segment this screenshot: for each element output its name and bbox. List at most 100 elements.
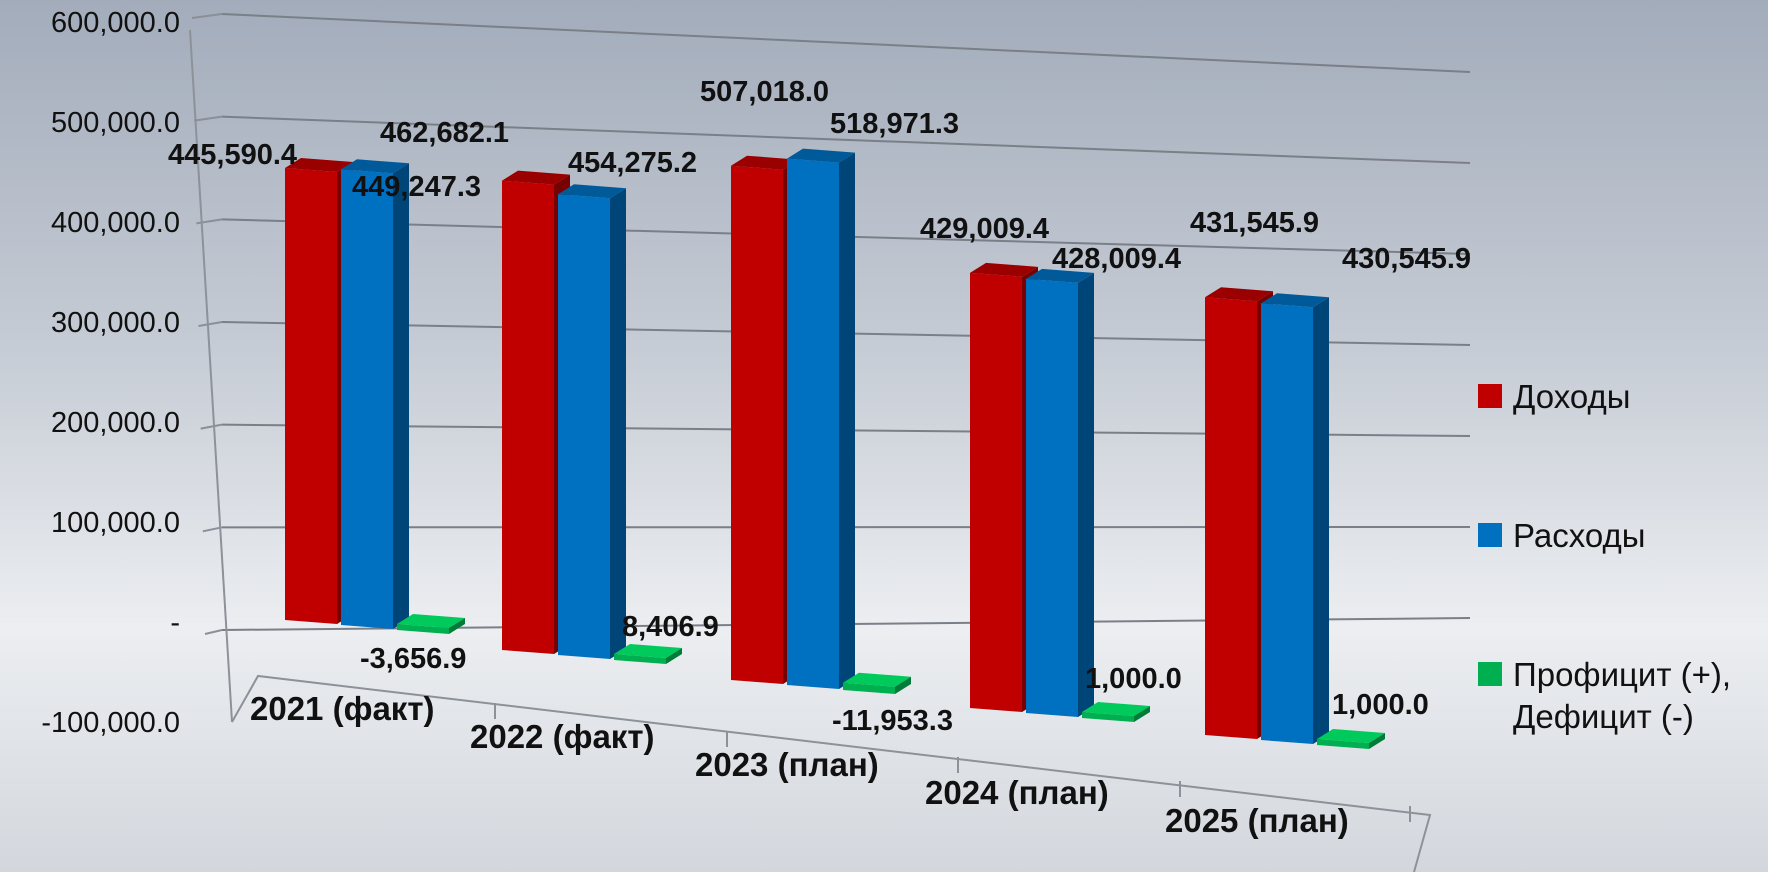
x-tick-label: 2022 (факт)	[470, 718, 654, 755]
bar	[1026, 268, 1094, 717]
bar-side	[1313, 297, 1329, 744]
bar-top	[1205, 287, 1273, 302]
bar-side	[895, 676, 911, 694]
y-tick-label: 300,000.0	[51, 307, 180, 339]
legend-item: Доходы	[1478, 378, 1630, 415]
data-label: 431,545.9	[1190, 207, 1319, 239]
chart-data-labels: 445,590.4 462,682.1 507,018.0 429,009.4 431,…	[168, 76, 1471, 737]
bar	[614, 644, 682, 664]
bar-front	[285, 168, 337, 624]
legend-item: Профицит (+), Дефицит (-)	[1478, 656, 1731, 735]
bar-front	[558, 194, 610, 659]
bar-top	[341, 159, 409, 174]
data-label: 428,009.4	[1052, 243, 1181, 275]
legend-item: Расходы	[1478, 517, 1646, 554]
y-axis-line	[189, 29, 233, 723]
chart-bars	[285, 148, 1385, 749]
bar-top	[970, 262, 1038, 277]
bar-side	[1078, 272, 1094, 717]
bar	[787, 148, 855, 690]
bar-front	[731, 165, 783, 685]
data-label: 454,275.2	[568, 147, 697, 179]
bar	[558, 184, 626, 659]
bar	[843, 672, 911, 694]
data-label: 449,247.3	[352, 171, 481, 203]
y-tick-label: -100,000.0	[41, 707, 180, 739]
bar-front	[1082, 712, 1134, 722]
gridline-tick	[196, 218, 223, 225]
bar-side	[666, 648, 682, 664]
x-tick-label: 2023 (план)	[695, 746, 879, 783]
bar-front	[1261, 303, 1313, 744]
data-label: 507,018.0	[700, 76, 829, 108]
bar-side	[839, 152, 855, 690]
bar-front	[1205, 297, 1257, 739]
bar-front	[1026, 278, 1078, 717]
gridline-tick	[198, 321, 223, 327]
bar-top	[1317, 729, 1385, 743]
bar-top	[1026, 268, 1094, 283]
data-label: 445,590.4	[168, 139, 297, 171]
bar-side	[610, 188, 626, 659]
x-tick-label: 2024 (план)	[925, 774, 1109, 811]
gridline	[221, 115, 1471, 164]
y-tick-label: 400,000.0	[51, 207, 180, 239]
bar-top	[1261, 293, 1329, 308]
bar-top	[843, 672, 911, 687]
y-tick-label: 600,000.0	[51, 7, 180, 39]
bar-top	[614, 644, 682, 658]
legend-label: Расходы	[1513, 517, 1646, 554]
bar-front	[397, 624, 449, 634]
data-label: -3,656.9	[360, 643, 466, 675]
bar-top	[397, 614, 465, 628]
bar-top	[787, 148, 855, 163]
bar-top	[558, 184, 626, 199]
data-label: 1,000.0	[1085, 663, 1182, 695]
gridline-tick	[200, 423, 223, 430]
data-label: 462,682.1	[380, 117, 509, 149]
data-label: 430,545.9	[1342, 243, 1471, 275]
bar-side	[393, 163, 409, 629]
floor-outline	[231, 674, 1432, 872]
y-tick-label: 500,000.0	[51, 107, 180, 139]
data-label: 429,009.4	[920, 213, 1049, 245]
bar-top	[502, 170, 570, 185]
bar	[1317, 729, 1385, 749]
bar-front	[341, 169, 393, 629]
gridline-tick	[194, 115, 223, 122]
bar-front	[787, 158, 839, 690]
bar-front	[970, 272, 1022, 712]
bar-front	[614, 654, 666, 664]
y-tick-label: 100,000.0	[51, 507, 180, 539]
bar-side	[449, 618, 465, 634]
data-label: -11,953.3	[832, 705, 953, 737]
gridline-tick	[191, 13, 223, 19]
data-label: 518,971.3	[830, 108, 959, 140]
bar-top	[285, 158, 353, 172]
chart-axes: 600,000.0 500,000.0 400,000.0 300,000.0 200,…	[41, 7, 1432, 872]
chart-legend: Доходы Расходы Профицит (+), Дефицит (-)	[1478, 378, 1731, 735]
bar-front	[502, 180, 554, 654]
bar-front	[1317, 739, 1369, 749]
bar	[341, 159, 409, 629]
y-tick-label: 200,000.0	[51, 407, 180, 439]
legend-label: Дефицит (-)	[1513, 698, 1694, 735]
bar	[1082, 702, 1150, 722]
bar	[397, 614, 465, 634]
bar-top	[731, 155, 799, 170]
data-label: 8,406.9	[622, 611, 719, 643]
x-tick-label: 2021 (факт)	[250, 690, 434, 727]
gridline-tick	[204, 629, 223, 635]
legend-label: Доходы	[1513, 378, 1630, 415]
legend-swatch	[1478, 662, 1502, 686]
bar-side	[1134, 706, 1150, 722]
bar-side	[1369, 733, 1385, 749]
legend-swatch	[1478, 384, 1502, 408]
gridline	[221, 13, 1471, 73]
bar-top	[1082, 702, 1150, 716]
bar-front	[843, 682, 895, 694]
x-tick-label: 2025 (план)	[1165, 802, 1349, 839]
legend-swatch	[1478, 523, 1502, 547]
legend-label: Профицит (+),	[1513, 656, 1731, 693]
